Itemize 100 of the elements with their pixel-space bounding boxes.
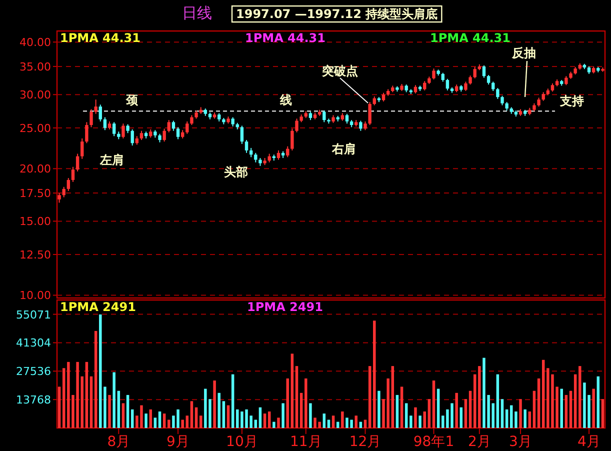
bar xyxy=(564,394,568,428)
annotation: 1PMA 2491 xyxy=(247,300,323,314)
annotation: 1PMA 2491 xyxy=(60,300,136,314)
bar xyxy=(126,394,130,428)
candlestick xyxy=(496,88,500,100)
candlestick xyxy=(290,128,294,151)
candlestick xyxy=(254,152,258,163)
bar xyxy=(537,378,540,428)
bar xyxy=(574,374,577,428)
bar xyxy=(455,392,458,428)
candlestick xyxy=(90,108,93,128)
bar xyxy=(62,368,66,428)
candlestick xyxy=(368,102,372,126)
bar xyxy=(263,414,266,428)
x-tick-label: 9月 xyxy=(166,434,190,450)
bar xyxy=(58,386,61,428)
bar xyxy=(432,380,436,428)
candlestick xyxy=(112,122,116,137)
y-tick-label: 55071 xyxy=(16,308,51,322)
bar xyxy=(231,374,234,428)
annotation: 颈 xyxy=(125,93,139,107)
candlestick xyxy=(98,104,102,122)
candlestick xyxy=(80,138,84,160)
bar xyxy=(149,409,152,428)
bar xyxy=(122,403,125,428)
candlestick xyxy=(167,120,170,133)
candlestick xyxy=(62,186,66,198)
bar xyxy=(258,407,262,428)
annotation: 1PMA 44.31 xyxy=(245,31,326,45)
annotation: 1PMA 44.31 xyxy=(430,31,511,45)
bar xyxy=(213,380,216,428)
bar xyxy=(322,414,326,428)
candlestick xyxy=(564,76,568,86)
chart-subtitle: 日线 xyxy=(182,4,212,22)
candlestick xyxy=(71,166,75,182)
candlestick xyxy=(58,192,61,204)
candlestick xyxy=(103,116,107,131)
bar xyxy=(332,416,335,428)
bar xyxy=(268,411,271,428)
y-tick-label: 17.50 xyxy=(20,187,51,200)
bar xyxy=(404,403,408,428)
x-tick-label: 3月 xyxy=(509,434,532,450)
bar xyxy=(400,386,404,428)
bar xyxy=(373,320,376,428)
candlestick xyxy=(322,110,326,123)
bar xyxy=(468,390,472,428)
annotation: 右肩 xyxy=(331,142,356,156)
bar xyxy=(464,399,468,428)
annotation: 反抽 xyxy=(511,46,536,60)
bar xyxy=(528,411,532,428)
bar xyxy=(396,394,399,428)
x-tick-label: 11月 xyxy=(290,434,322,450)
y-tick-label: 30.00 xyxy=(20,88,51,102)
bar xyxy=(108,394,111,428)
annotation: 支持 xyxy=(559,94,584,108)
x-tick-label: 10月 xyxy=(226,434,258,450)
bar xyxy=(199,416,202,428)
bar xyxy=(519,399,522,428)
y-tick-label: 13768 xyxy=(16,394,51,407)
candlestick xyxy=(240,125,244,144)
bar xyxy=(226,405,230,428)
bar xyxy=(460,407,463,428)
annotation: 左肩 xyxy=(99,153,124,167)
bar xyxy=(418,416,422,428)
bar xyxy=(601,399,604,428)
bar xyxy=(181,420,184,428)
y-tick-label: 35.00 xyxy=(20,60,51,74)
bar xyxy=(569,390,572,428)
x-tick-label: 4月 xyxy=(578,434,600,450)
bar xyxy=(364,420,367,428)
y-tick-label: 12.50 xyxy=(20,248,51,262)
x-tick-label: 2月 xyxy=(468,434,491,450)
y-tick-label: 10.00 xyxy=(20,289,51,302)
bar xyxy=(414,407,417,428)
bar xyxy=(560,388,563,428)
candlestick xyxy=(276,150,280,160)
bar xyxy=(478,366,481,428)
candlestick xyxy=(359,120,362,132)
chart-title: 1997.07 —1997.12 持续型头肩底 xyxy=(236,7,438,21)
bar xyxy=(290,354,294,428)
candlestick xyxy=(130,128,134,146)
bar xyxy=(85,362,88,428)
y-tick-label: 41304 xyxy=(16,336,51,350)
candlestick xyxy=(140,130,144,140)
bar xyxy=(144,414,148,428)
candlestick xyxy=(122,123,125,139)
bar xyxy=(117,390,120,428)
bar xyxy=(304,378,308,428)
bar xyxy=(596,376,600,428)
bar xyxy=(436,388,440,428)
bar xyxy=(272,422,276,428)
candlestick xyxy=(94,99,98,114)
candlestick xyxy=(186,120,189,134)
candlestick xyxy=(482,64,486,78)
candlestick xyxy=(446,78,450,91)
bar xyxy=(496,374,500,428)
candlestick xyxy=(295,118,298,133)
bar xyxy=(473,374,476,428)
bar xyxy=(295,366,298,428)
bar xyxy=(354,416,358,428)
